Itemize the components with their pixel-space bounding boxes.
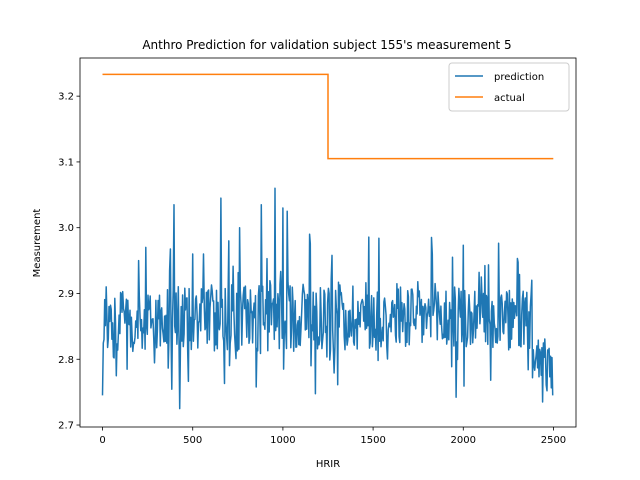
y-axis-label: Measurement xyxy=(32,209,43,278)
legend-box xyxy=(448,62,570,112)
y-tick-label: 3.0 xyxy=(58,223,74,234)
plot-area xyxy=(79,57,577,428)
y-tick-label: 3.1 xyxy=(58,157,74,168)
x-axis-label: HRIR xyxy=(316,459,340,470)
y-tick-label: 2.7 xyxy=(58,421,74,432)
x-tick-label: 1500 xyxy=(360,435,385,446)
legend: prediction actual xyxy=(448,62,570,112)
x-tick-label: 500 xyxy=(183,435,202,446)
x-tick-label: 1000 xyxy=(270,435,295,446)
series-line-prediction xyxy=(101,187,554,410)
plot-frame xyxy=(79,57,577,428)
x-tick-label: 0 xyxy=(99,435,105,446)
x-tick-label: 2000 xyxy=(451,435,476,446)
legend-label-actual: actual xyxy=(494,93,525,104)
y-tick-label: 2.8 xyxy=(58,355,74,366)
series-line-actual xyxy=(102,73,554,160)
legend-label-prediction: prediction xyxy=(494,72,544,83)
series-layer xyxy=(101,73,554,410)
chart-title: Anthro Prediction for validation subject… xyxy=(142,38,511,52)
x-axis: 0 500 1000 1500 2000 2500 xyxy=(99,427,566,446)
y-tick-label: 2.9 xyxy=(58,289,74,300)
y-tick-label: 3.2 xyxy=(58,92,74,103)
y-axis: 2.7 2.8 2.9 3.0 3.1 3.2 xyxy=(58,92,80,432)
x-tick-label: 2500 xyxy=(541,435,566,446)
